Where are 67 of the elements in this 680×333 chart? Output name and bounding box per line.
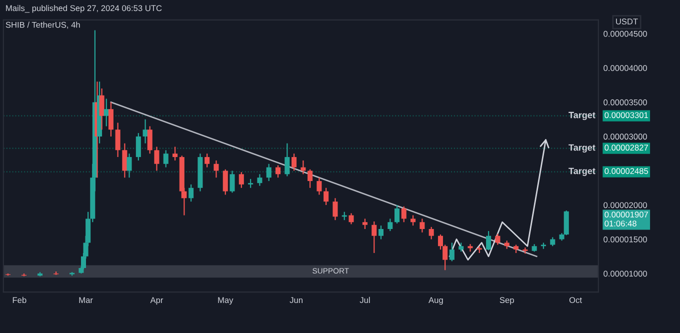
candlestick <box>238 172 244 188</box>
candlestick <box>495 233 500 246</box>
x-tick-label: Jul <box>360 296 370 304</box>
candlestick <box>308 168 313 188</box>
text: USDT <box>616 18 638 24</box>
text: 0.00002827 <box>604 144 648 151</box>
y-tick-label: 0.00002000 <box>604 202 647 208</box>
y-tick-label: 0.00003000 <box>604 134 647 140</box>
candlestick <box>115 122 120 158</box>
candlestick <box>108 102 114 138</box>
candlestick <box>486 230 492 251</box>
text: 0.00001907 01:06:48 <box>604 212 648 226</box>
x-tick-label: Apr <box>150 297 164 305</box>
candlestick <box>147 126 152 154</box>
candlestick <box>410 214 416 226</box>
y-tick-label: 0.00004500 <box>604 30 647 37</box>
x-tick-label: Mar <box>79 297 93 304</box>
candlestick <box>362 218 368 230</box>
ref-line-label: Target <box>568 144 596 153</box>
candlestick <box>420 218 425 233</box>
candlestick <box>378 225 384 240</box>
candlestick <box>230 170 235 194</box>
candlestick <box>172 146 178 162</box>
candlestick <box>188 184 194 202</box>
candlestick <box>266 163 272 182</box>
candlestick <box>104 98 109 127</box>
y-tick-label: 0.00003500 <box>604 99 647 106</box>
x-tick-label: Feb <box>12 296 26 304</box>
candlestick <box>136 132 141 162</box>
candlestick <box>428 226 434 240</box>
text: 0.00003301 <box>604 112 648 118</box>
candlestick <box>468 244 473 252</box>
candlestick <box>126 153 132 178</box>
y-tick-label: 0.00004000 <box>604 65 647 72</box>
text: Mails_ published Sep 27, 2024 06:53 UTC <box>6 4 162 13</box>
x-tick-label: May <box>218 297 234 305</box>
ref-line-label: Target <box>568 112 596 120</box>
candlestick <box>284 142 290 177</box>
ref-line-label: Target <box>568 168 596 176</box>
candlestick <box>316 177 322 196</box>
candlestick <box>122 142 128 178</box>
x-tick-label: Oct <box>569 297 582 304</box>
candlestick <box>163 150 168 168</box>
x-tick-label: Aug <box>428 297 443 305</box>
candlestick <box>401 206 406 223</box>
candlestick <box>142 118 148 144</box>
x-tick-label: Sep <box>500 297 514 305</box>
candlestick <box>292 153 297 172</box>
candlestick <box>214 160 219 178</box>
candlestick <box>99 88 104 130</box>
candlestick <box>394 204 400 224</box>
candlestick <box>204 153 210 168</box>
candlestick <box>324 187 329 206</box>
y-tick-label: 0.00001000 <box>604 270 647 277</box>
chart-title: SHIB / TetherUS, 4h <box>6 22 80 29</box>
candlestick <box>222 168 228 196</box>
candlestick <box>276 164 281 178</box>
candlestick <box>332 198 338 221</box>
text: 0.00002485 <box>604 168 648 174</box>
y-tick-label: 0.00001500 <box>604 236 647 242</box>
candlestick <box>449 242 454 262</box>
x-tick-label: Jun <box>290 297 302 304</box>
candlestick <box>372 220 377 254</box>
candlestick <box>154 146 160 172</box>
candlestick <box>388 218 393 232</box>
candlestick <box>257 174 262 186</box>
candlestick <box>348 212 354 225</box>
